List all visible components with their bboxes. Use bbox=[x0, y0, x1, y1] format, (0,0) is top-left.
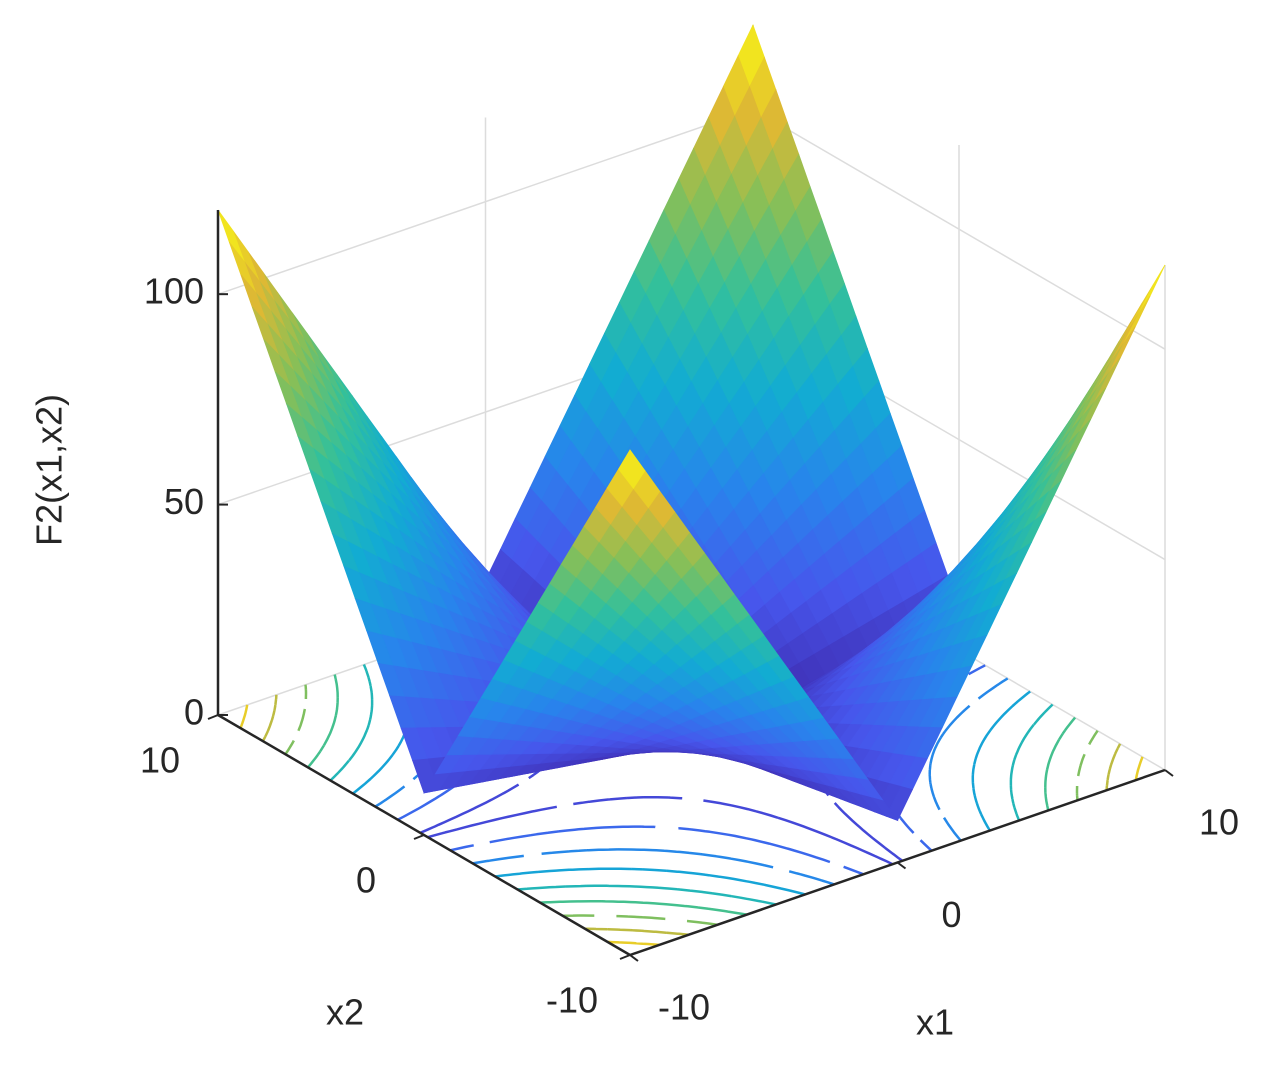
x-tick bbox=[1164, 769, 1174, 777]
surface-patch bbox=[1108, 326, 1136, 373]
surface-patch bbox=[1138, 264, 1166, 314]
z-tick-label: 50 bbox=[164, 481, 204, 522]
x-tick bbox=[629, 954, 639, 962]
x-tick-label: -10 bbox=[658, 987, 710, 1028]
z-tick-label: 0 bbox=[184, 692, 204, 733]
x-axis-label: x1 bbox=[916, 1002, 954, 1043]
y-tick bbox=[207, 714, 219, 720]
y-tick-label: 10 bbox=[140, 740, 180, 781]
surface-patch bbox=[217, 209, 245, 262]
x-tick-label: 0 bbox=[941, 894, 961, 935]
y-axis-label: x2 bbox=[326, 992, 364, 1033]
surface-patch bbox=[618, 449, 646, 489]
y-tick-label: -10 bbox=[546, 980, 598, 1021]
surface-patch bbox=[1097, 342, 1125, 389]
surface-patch bbox=[1123, 295, 1151, 344]
y-tick bbox=[619, 954, 631, 960]
z-tick-label: 100 bbox=[144, 271, 204, 312]
z-axis-label: F2(x1,x2) bbox=[29, 394, 70, 546]
x-tick-label: 10 bbox=[1199, 802, 1239, 843]
x-tick bbox=[896, 861, 907, 870]
y-tick-label: 0 bbox=[356, 860, 376, 901]
y-tick bbox=[413, 834, 425, 840]
surface bbox=[217, 23, 1166, 822]
